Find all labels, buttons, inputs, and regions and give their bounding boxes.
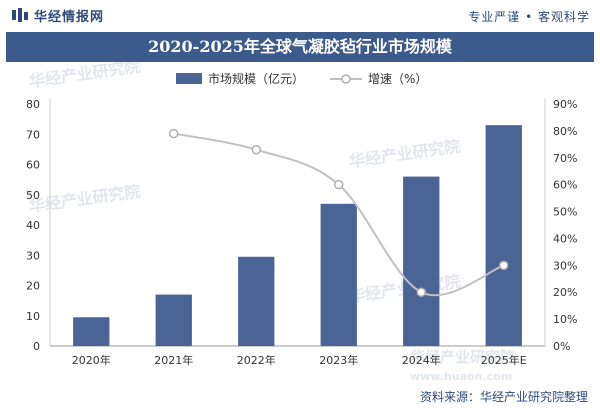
title-bar: 2020-2025年全球气凝胶毡行业市场规模: [6, 32, 594, 62]
y-left-tick-label: 10: [26, 310, 40, 323]
logo-text: 华经情报网: [34, 9, 105, 25]
watermark-text: 华经产业研究院: [348, 137, 462, 171]
x-tick-label: 2024年: [402, 353, 441, 367]
y-right-tick-label: 50%: [553, 206, 577, 219]
y-right-tick-label: 40%: [553, 232, 577, 245]
y-left-tick-label: 30: [26, 249, 40, 262]
bar: [73, 317, 110, 346]
y-right-tick-label: 0%: [553, 340, 570, 353]
y-right-tick-label: 10%: [553, 313, 577, 326]
bar: [155, 294, 192, 346]
bar: [403, 176, 440, 346]
x-tick-label: 2022年: [237, 353, 276, 367]
x-tick-label: 2025年E: [481, 353, 527, 367]
legend-swatch-bar: [176, 73, 202, 84]
y-left-tick-label: 40: [26, 219, 40, 232]
growth-point: [334, 179, 344, 190]
x-tick-label: 2023年: [319, 353, 358, 367]
y-left-tick-label: 80: [26, 98, 40, 111]
tagline: 专业严谨 • 客观科学: [468, 10, 590, 24]
source-note: 资料来源：华经产业研究院整理: [419, 390, 588, 404]
y-right-tick-label: 80%: [553, 125, 577, 138]
watermark-text: www.huaon.com: [410, 370, 512, 383]
chart-title: 2020-2025年全球气凝胶毡行业市场规模: [148, 37, 452, 56]
y-right-tick-label: 60%: [553, 179, 577, 192]
legend-swatch-marker: [341, 74, 351, 84]
bar: [320, 203, 357, 346]
watermark-text: 华经产业研究院: [28, 182, 142, 216]
watermark-text: 华经产业研究院: [28, 62, 142, 91]
top-header: 华经情报网 专业严谨 • 客观科学: [0, 0, 600, 30]
y-left-tick-label: 70: [26, 128, 40, 141]
y-right-tick-label: 90%: [553, 98, 577, 111]
legend-label-line: 增速（%）: [368, 72, 427, 86]
y-right-tick-label: 30%: [553, 259, 577, 272]
legend-label-bar: 市场规模（亿元）: [208, 71, 304, 86]
y-left-tick-label: 50: [26, 189, 40, 202]
y-left-tick-label: 0: [33, 340, 40, 353]
growth-point: [251, 144, 261, 155]
x-tick-label: 2020年: [72, 353, 111, 367]
growth-point: [169, 128, 179, 139]
y-left-tick-label: 20: [26, 280, 40, 293]
chart: 华经产业研究院华经产业研究院华经产业研究院华经产业研究院华经产业研究院www.h…: [26, 62, 577, 383]
bar: [238, 256, 275, 346]
bar: [485, 125, 522, 346]
x-tick-label: 2021年: [154, 353, 193, 367]
growth-point: [499, 260, 509, 271]
logo-icon: [12, 8, 28, 22]
y-left-tick-label: 60: [26, 159, 40, 172]
logo: 华经情报网: [12, 6, 105, 25]
growth-point: [416, 287, 426, 297]
y-right-tick-label: 70%: [553, 152, 577, 165]
y-right-tick-label: 20%: [553, 286, 577, 299]
watermark-text: 华经产业研究院: [410, 348, 515, 366]
